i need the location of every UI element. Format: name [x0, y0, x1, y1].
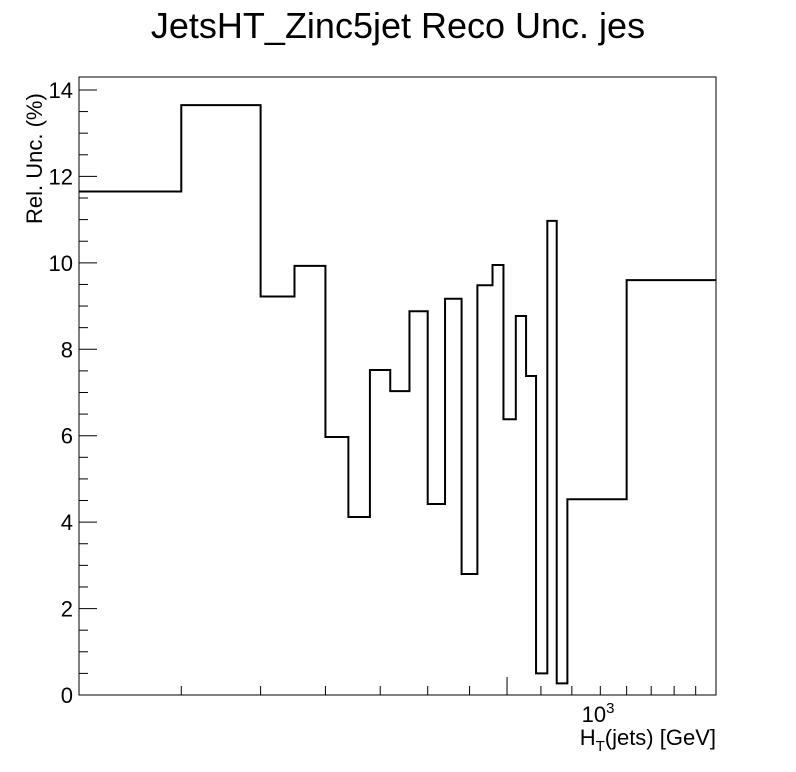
- y-tick-label: 4: [61, 510, 73, 535]
- x-tick-label-1000: 103: [582, 700, 615, 727]
- y-tick-label: 6: [61, 424, 73, 449]
- chart-title: JetsHT_Zinc5jet Reco Unc. jes: [151, 5, 645, 46]
- plot-frame: [78, 76, 717, 696]
- y-tick-label: 0: [61, 683, 73, 708]
- x-tick-base: 10: [582, 702, 606, 727]
- x-axis-title: HT(jets) [GeV]: [580, 725, 716, 755]
- y-tick-label: 12: [49, 164, 73, 189]
- y-tick-label: 14: [49, 78, 73, 103]
- series-histogram: [79, 104, 716, 685]
- y-tick-label: 8: [61, 337, 73, 362]
- x-axis: [78, 677, 717, 695]
- y-tick-label: 2: [61, 597, 73, 622]
- y-axis: 0 2 4 6 8 10 12 14: [49, 78, 97, 708]
- y-axis-title: Rel. Unc. (%): [22, 93, 47, 224]
- y-tick-label: 10: [49, 251, 73, 276]
- histogram-line: [79, 104, 716, 685]
- x-tick-exponent: 3: [606, 700, 614, 717]
